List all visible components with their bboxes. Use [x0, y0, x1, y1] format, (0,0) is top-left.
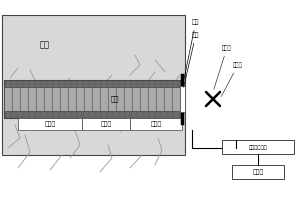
Text: 锡杆: 锡杆: [111, 96, 119, 102]
Text: 自由段: 自由段: [150, 121, 162, 127]
Bar: [4, 87, 182, 111]
Bar: [180, 86, 185, 112]
Bar: [130, 118, 182, 130]
Bar: [18, 118, 82, 130]
Text: 計算機: 計算機: [252, 169, 264, 175]
Bar: [2, 15, 185, 155]
Bar: [82, 118, 130, 130]
Text: 围岩: 围岩: [40, 40, 50, 49]
Bar: [232, 165, 284, 179]
Text: 击葵點: 击葵點: [214, 45, 232, 89]
Text: 傳感器: 傳感器: [100, 121, 112, 127]
Text: 锡头: 锡头: [184, 32, 200, 87]
Bar: [222, 140, 294, 154]
Text: 計角锤: 計角锤: [221, 62, 243, 97]
Text: 統浆段: 統浆段: [44, 121, 56, 127]
Text: 數據採集裝置: 數據採集裝置: [249, 144, 267, 150]
Bar: [4, 80, 182, 118]
Text: 托板: 托板: [184, 19, 200, 81]
